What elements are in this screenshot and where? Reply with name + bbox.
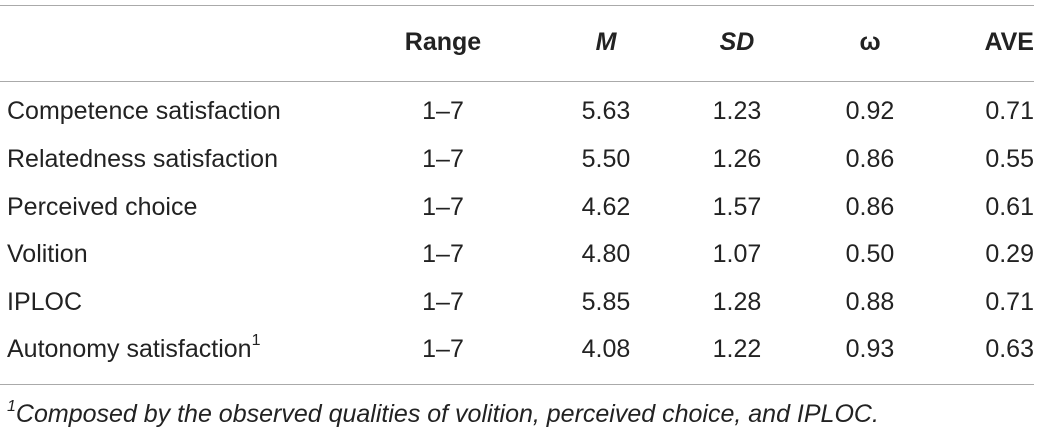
cell-mean: 5.50	[581, 145, 631, 173]
cell-ave: 0.71	[985, 288, 1034, 316]
table-footnote: 1Composed by the observed qualities of v…	[7, 396, 879, 432]
table-row: Perceived choice 1–7 4.62 1.57 0.86 0.61	[0, 187, 1040, 227]
header-mean: M	[595, 28, 617, 56]
cell-range: 1–7	[422, 240, 464, 268]
cell-mean: 5.63	[581, 97, 631, 125]
cell-ave: 0.55	[985, 145, 1034, 173]
cell-omega: 0.86	[845, 145, 895, 173]
cell-ave: 0.63	[985, 335, 1034, 363]
table-row: Relatedness satisfaction 1–7 5.50 1.26 0…	[0, 139, 1040, 179]
cell-omega: 0.93	[845, 335, 895, 363]
cell-sd: 1.57	[712, 193, 762, 221]
row-label: Relatedness satisfaction	[7, 145, 278, 173]
row-label: Autonomy satisfaction1	[7, 331, 261, 363]
cell-omega: 0.88	[845, 288, 895, 316]
table-row: IPLOC 1–7 5.85 1.28 0.88 0.71	[0, 282, 1040, 322]
cell-sd: 1.28	[712, 288, 762, 316]
cell-ave: 0.71	[985, 97, 1034, 125]
cell-sd: 1.26	[712, 145, 762, 173]
header-omega: ω	[859, 28, 881, 56]
table-row: Volition 1–7 4.80 1.07 0.50 0.29	[0, 234, 1040, 274]
row-label: Perceived choice	[7, 193, 198, 221]
table-row: Autonomy satisfaction1 1–7 4.08 1.22 0.9…	[0, 329, 1040, 369]
table-bottom-rule	[0, 384, 1034, 385]
row-label: Competence satisfaction	[7, 97, 281, 125]
header-ave: AVE	[984, 28, 1034, 56]
cell-range: 1–7	[422, 145, 464, 173]
cell-range: 1–7	[422, 97, 464, 125]
footnote-marker: 1	[251, 331, 261, 349]
table-header-rule	[0, 81, 1034, 82]
table-row: Competence satisfaction 1–7 5.63 1.23 0.…	[0, 91, 1040, 131]
cell-ave: 0.29	[985, 240, 1034, 268]
header-sd: SD	[719, 28, 755, 56]
row-label: Volition	[7, 240, 88, 268]
cell-sd: 1.23	[712, 97, 762, 125]
cell-omega: 0.86	[845, 193, 895, 221]
cell-omega: 0.92	[845, 97, 895, 125]
cell-mean: 4.62	[581, 193, 631, 221]
table-top-rule	[0, 5, 1034, 6]
footnote-marker: 1	[7, 397, 16, 415]
cell-sd: 1.07	[712, 240, 762, 268]
cell-range: 1–7	[422, 335, 464, 363]
cell-range: 1–7	[422, 288, 464, 316]
cell-ave: 0.61	[985, 193, 1034, 221]
header-range: Range	[404, 28, 482, 56]
cell-range: 1–7	[422, 193, 464, 221]
cell-mean: 5.85	[581, 288, 631, 316]
row-label: IPLOC	[7, 288, 83, 316]
cell-mean: 4.80	[581, 240, 631, 268]
footnote-text: Composed by the observed qualities of vo…	[15, 400, 879, 428]
cell-sd: 1.22	[712, 335, 762, 363]
cell-mean: 4.08	[581, 335, 631, 363]
cell-omega: 0.50	[845, 240, 895, 268]
